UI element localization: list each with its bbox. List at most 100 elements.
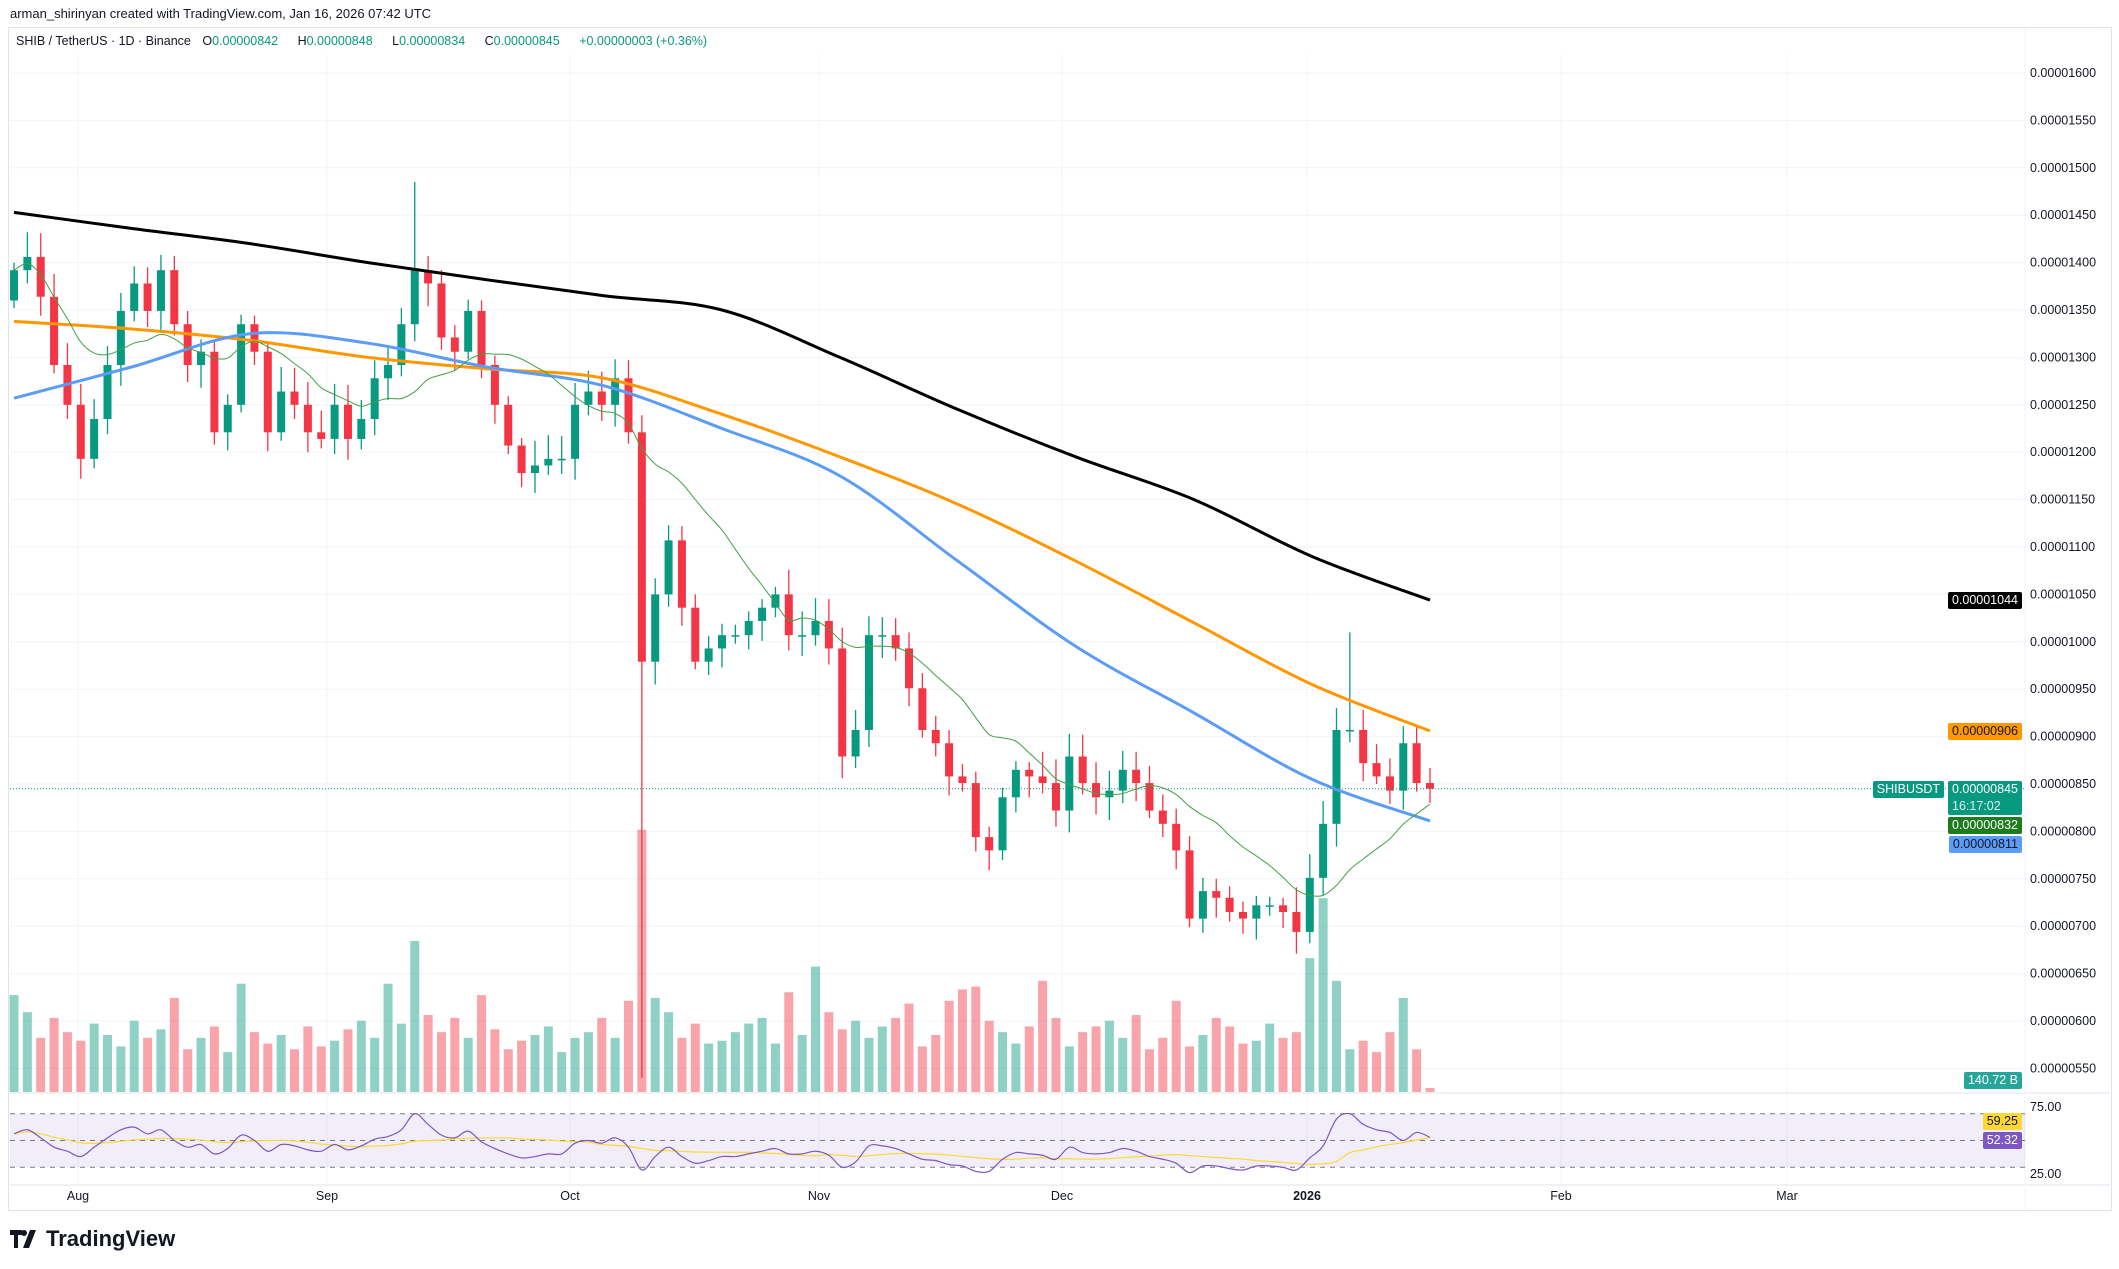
rsi-ma-line bbox=[13, 1131, 1431, 1165]
volume-bar bbox=[570, 1037, 580, 1092]
high-value: H0.00000848 bbox=[298, 34, 381, 48]
volume-bar bbox=[1265, 1023, 1275, 1092]
last-price-tag: 0.00000845 bbox=[1947, 780, 2022, 798]
price-axis-label: 0.00001300 bbox=[2030, 350, 2096, 364]
brand-name: TradingView bbox=[46, 1226, 176, 1251]
volume-bar bbox=[944, 1000, 954, 1092]
candle-body bbox=[1385, 776, 1394, 791]
candle-body bbox=[370, 378, 379, 420]
candle bbox=[437, 270, 446, 350]
candle-body bbox=[824, 620, 833, 649]
candle bbox=[918, 673, 927, 738]
low-number: 0.00000834 bbox=[399, 34, 466, 48]
candle bbox=[784, 569, 793, 651]
candle-body bbox=[504, 404, 513, 446]
candle bbox=[985, 826, 994, 871]
candle-body bbox=[156, 270, 165, 311]
candle-body bbox=[183, 324, 192, 365]
candle bbox=[1145, 765, 1154, 819]
volume-bar bbox=[730, 1032, 740, 1092]
symbol-name[interactable]: SHIB / TetherUS · 1D · Binance bbox=[16, 34, 191, 48]
candle-body bbox=[197, 351, 206, 365]
candle-body bbox=[1372, 763, 1381, 777]
candle bbox=[1412, 727, 1421, 792]
candle bbox=[223, 394, 232, 451]
ma20-price-tag: 0.00000832 bbox=[1947, 816, 2022, 834]
candle bbox=[197, 339, 206, 388]
tradingview-logo[interactable]: TradingView bbox=[10, 1226, 175, 1252]
volume-bar bbox=[998, 1032, 1008, 1092]
price-axis-label: 0.00001500 bbox=[2030, 161, 2096, 175]
volume-bar bbox=[610, 1037, 620, 1092]
close-value: C0.00000845 bbox=[485, 34, 568, 48]
candle-body bbox=[103, 364, 112, 420]
volume-bar bbox=[62, 1032, 72, 1092]
volume-bar bbox=[183, 1049, 193, 1092]
volume-bar bbox=[557, 1052, 567, 1092]
price-axis-label: 0.00000900 bbox=[2030, 730, 2096, 744]
bar-countdown-tag: 16:17:02 bbox=[1948, 797, 2022, 815]
candle-body bbox=[905, 648, 914, 689]
candle-body bbox=[1399, 743, 1408, 791]
candle bbox=[1292, 887, 1301, 954]
rsi-axis-label: 75.00 bbox=[2030, 1100, 2061, 1114]
volume-bar bbox=[1171, 1000, 1181, 1092]
candle-body bbox=[1252, 905, 1261, 919]
candle bbox=[664, 525, 673, 607]
candle bbox=[237, 314, 246, 413]
candle bbox=[1385, 758, 1394, 804]
volume-bar bbox=[76, 1040, 86, 1092]
candle bbox=[143, 267, 152, 328]
candle-body bbox=[397, 324, 406, 365]
time-axis-label: Oct bbox=[560, 1189, 580, 1203]
price-axis-label: 0.00000950 bbox=[2030, 682, 2096, 696]
open-number: 0.00000842 bbox=[212, 34, 279, 48]
candle-body bbox=[116, 310, 125, 365]
volume-bar bbox=[116, 1046, 126, 1092]
candle bbox=[330, 383, 339, 455]
volume-bar bbox=[370, 1037, 380, 1092]
candle-body bbox=[517, 445, 526, 474]
volume-bar bbox=[1185, 1046, 1195, 1092]
volume-bar bbox=[717, 1040, 727, 1092]
candle-body bbox=[223, 404, 232, 433]
price-axis-label: 0.00001350 bbox=[2030, 303, 2096, 317]
volume-bar bbox=[1118, 1037, 1128, 1092]
volume-bar bbox=[1372, 1052, 1382, 1092]
candle bbox=[1132, 751, 1141, 802]
open-label: O bbox=[202, 34, 213, 48]
candle bbox=[958, 764, 967, 792]
candle bbox=[183, 310, 192, 383]
volume-bar bbox=[22, 1012, 32, 1092]
volume-bar bbox=[316, 1046, 326, 1092]
candle bbox=[771, 586, 780, 618]
candle-body bbox=[1105, 790, 1114, 798]
price-axis-label: 0.00001050 bbox=[2030, 587, 2096, 601]
candle-body bbox=[424, 270, 433, 284]
time-axis-label: Aug bbox=[67, 1189, 89, 1203]
candle bbox=[357, 400, 366, 450]
candle-body bbox=[1025, 769, 1034, 777]
candle-body bbox=[838, 648, 847, 757]
candle bbox=[798, 611, 807, 657]
volume-bar bbox=[784, 992, 794, 1092]
volume-bar bbox=[1358, 1040, 1368, 1092]
candle bbox=[504, 396, 513, 455]
candle-body bbox=[1145, 783, 1154, 811]
candle-body bbox=[998, 797, 1007, 851]
volume-bar bbox=[423, 1015, 433, 1092]
volume-bar bbox=[757, 1017, 767, 1092]
candle bbox=[931, 715, 940, 757]
candle bbox=[1065, 733, 1074, 833]
price-axis-label: 0.00001150 bbox=[2030, 493, 2095, 507]
tradingview-logo-icon bbox=[10, 1230, 36, 1248]
candle-body bbox=[1038, 776, 1047, 784]
candle-body bbox=[1305, 877, 1314, 932]
candle bbox=[370, 360, 379, 436]
candle bbox=[76, 383, 85, 479]
candle bbox=[1372, 744, 1381, 784]
candle-body bbox=[744, 620, 753, 636]
volume-bar bbox=[1011, 1043, 1021, 1092]
candle bbox=[1118, 750, 1127, 803]
